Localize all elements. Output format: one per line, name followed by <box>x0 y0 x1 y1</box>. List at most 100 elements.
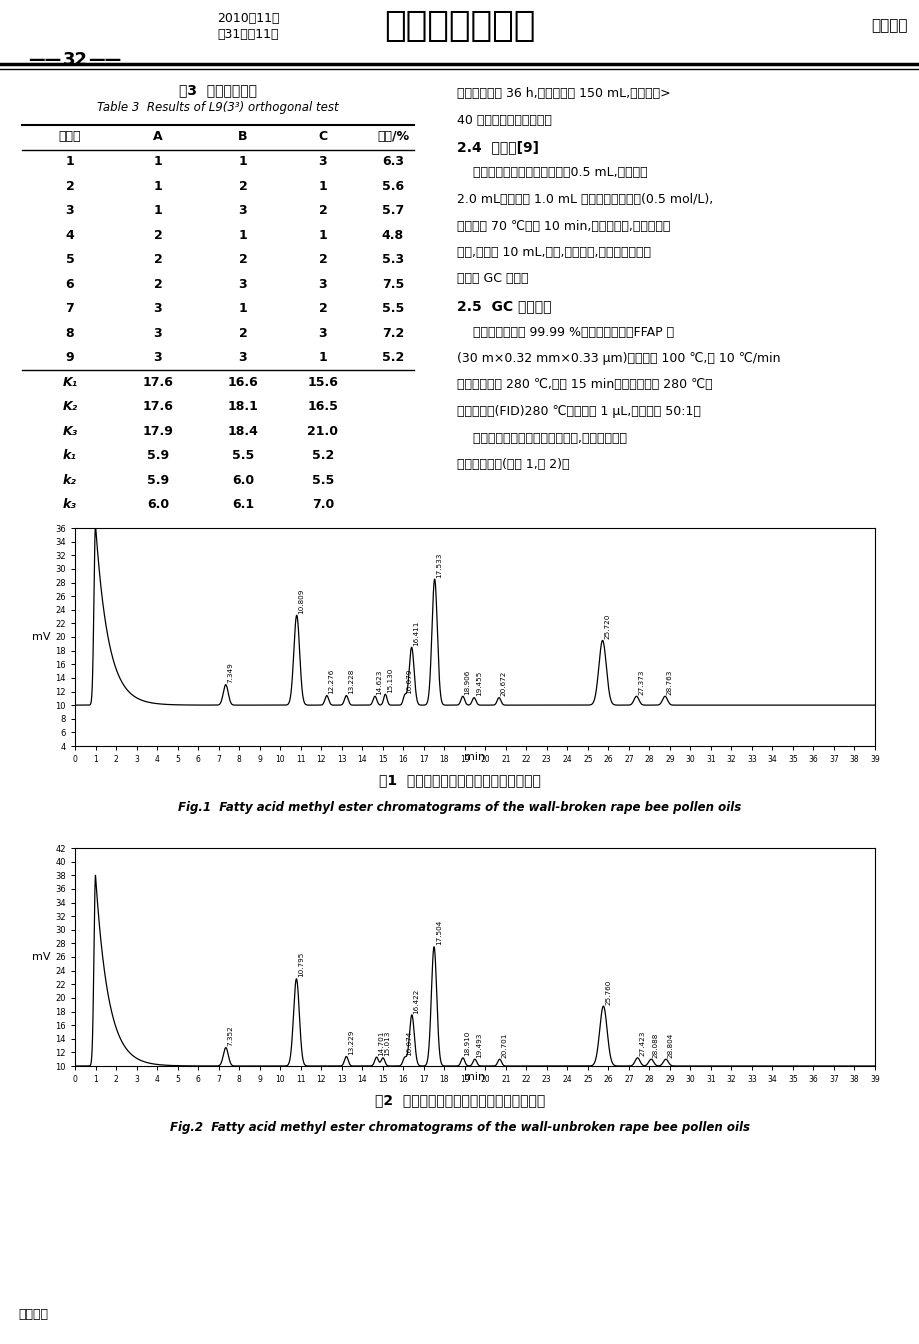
Text: 20.672: 20.672 <box>500 671 506 696</box>
Text: 2.0 mL正已烷和 1.0 mL 氯氧化钓甲醇溶液(0.5 mol/L),: 2.0 mL正已烷和 1.0 mL 氯氧化钓甲醇溶液(0.5 mol/L), <box>457 194 712 206</box>
Text: 2.5  GC 分析条件: 2.5 GC 分析条件 <box>457 298 550 313</box>
Text: 2: 2 <box>153 228 162 242</box>
Text: 19.493: 19.493 <box>476 1032 482 1058</box>
Text: 7.5: 7.5 <box>381 278 403 290</box>
Text: 3: 3 <box>153 302 162 316</box>
Text: 16.411: 16.411 <box>413 621 419 646</box>
Text: 1: 1 <box>238 302 247 316</box>
Text: k₂: k₂ <box>63 473 77 487</box>
Text: 7.2: 7.2 <box>381 327 403 340</box>
Text: 16.5: 16.5 <box>307 401 338 413</box>
Text: 15.6: 15.6 <box>307 376 338 388</box>
Y-axis label: mV: mV <box>32 632 51 642</box>
Text: 27.373: 27.373 <box>638 669 643 695</box>
Text: 1: 1 <box>318 228 327 242</box>
Text: A: A <box>153 130 163 144</box>
Text: 17.504: 17.504 <box>436 921 441 945</box>
Text: 3: 3 <box>65 204 74 218</box>
Text: 管中,加水至 10 mL,振荡,超声提取,离心。取上层清: 管中,加水至 10 mL,振荡,超声提取,离心。取上层清 <box>457 246 651 259</box>
Text: 40 目时是最佳提取条件。: 40 目时是最佳提取条件。 <box>457 113 551 126</box>
Text: 28.088: 28.088 <box>652 1032 658 1058</box>
Text: 5.5: 5.5 <box>232 449 254 462</box>
Text: 5: 5 <box>65 253 74 266</box>
Text: 18.910: 18.910 <box>464 1031 470 1056</box>
Text: 1: 1 <box>153 156 162 168</box>
Text: 1: 1 <box>318 351 327 364</box>
Text: 9: 9 <box>65 351 74 364</box>
Text: 27.423: 27.423 <box>639 1031 644 1056</box>
Text: 基础研究: 基础研究 <box>870 19 907 34</box>
Text: 16.079: 16.079 <box>406 669 412 695</box>
Text: 6.3: 6.3 <box>381 156 403 168</box>
Text: 14.623: 14.623 <box>376 669 382 695</box>
Text: 7.349: 7.349 <box>227 663 233 683</box>
Text: 20.701: 20.701 <box>501 1032 506 1058</box>
Text: 3: 3 <box>238 204 247 218</box>
Text: 5.2: 5.2 <box>312 449 334 462</box>
Text: C: C <box>318 130 327 144</box>
Text: 3: 3 <box>153 351 162 364</box>
Text: 1: 1 <box>153 204 162 218</box>
Text: 第31卷第11期: 第31卷第11期 <box>217 27 278 40</box>
Text: 万方数据: 万方数据 <box>18 1309 48 1321</box>
Text: Fig.1  Fatty acid methyl ester chromatograms of the wall-broken rape bee pollen : Fig.1 Fatty acid methyl ester chromatogr… <box>178 801 741 814</box>
Text: 粉油的色谱图(见图 1,图 2)。: 粉油的色谱图(见图 1,图 2)。 <box>457 458 569 470</box>
Text: 5.3: 5.3 <box>381 253 403 266</box>
Text: 18.1: 18.1 <box>227 401 258 413</box>
Text: ——: —— <box>28 51 62 69</box>
Text: 4: 4 <box>65 228 74 242</box>
Text: 即提取时间为 36 h,溶剂用量为 150 mL,花粉粒度>: 即提取时间为 36 h,溶剂用量为 150 mL,花粉粒度> <box>457 87 670 99</box>
Text: 5.5: 5.5 <box>312 473 334 487</box>
Text: (30 m×0.32 mm×0.33 μm)；柱初温 100 ℃,以 10 ℃/min: (30 m×0.32 mm×0.33 μm)；柱初温 100 ℃,以 10 ℃/… <box>457 352 779 366</box>
Text: 16.074: 16.074 <box>406 1031 412 1056</box>
Text: 28.804: 28.804 <box>667 1032 673 1058</box>
Text: 1: 1 <box>238 228 247 242</box>
Text: 6: 6 <box>65 278 74 290</box>
Text: 10.795: 10.795 <box>298 952 304 977</box>
Text: 6.0: 6.0 <box>147 499 169 511</box>
Text: ——: —— <box>88 51 121 69</box>
Text: 5.7: 5.7 <box>381 204 403 218</box>
Text: 脂肪酸甲酯化条件：取脂肪油0.5 mL,分别加入: 脂肪酸甲酯化条件：取脂肪油0.5 mL,分别加入 <box>457 167 647 180</box>
Text: 7.352: 7.352 <box>227 1025 233 1046</box>
Text: K₂: K₂ <box>62 401 77 413</box>
Text: 3: 3 <box>318 327 327 340</box>
Text: 19.455: 19.455 <box>475 671 482 696</box>
Text: k₁: k₁ <box>63 449 77 462</box>
Text: 2: 2 <box>238 327 247 340</box>
Text: 2: 2 <box>153 253 162 266</box>
Text: 25.720: 25.720 <box>604 614 609 638</box>
Text: 6.0: 6.0 <box>232 473 254 487</box>
Text: 食品研究与开发: 食品研究与开发 <box>384 9 535 43</box>
Text: 12.276: 12.276 <box>328 669 335 695</box>
Text: 18.906: 18.906 <box>464 669 470 695</box>
Text: 13.229: 13.229 <box>347 1030 354 1055</box>
Text: 18.4: 18.4 <box>227 425 258 438</box>
Text: 16.6: 16.6 <box>227 376 258 388</box>
Text: 液进行 GC 分析。: 液进行 GC 分析。 <box>457 273 528 285</box>
Text: 5.5: 5.5 <box>381 302 403 316</box>
Text: 升温速率升至 280 ℃,保温 15 min；进样口温度 280 ℃；: 升温速率升至 280 ℃,保温 15 min；进样口温度 280 ℃； <box>457 379 712 391</box>
Text: 32: 32 <box>62 51 87 69</box>
Text: 17.9: 17.9 <box>142 425 174 438</box>
Text: K₁: K₁ <box>62 376 77 388</box>
Text: 3: 3 <box>238 278 247 290</box>
Text: 17.6: 17.6 <box>142 401 174 413</box>
Text: 7.0: 7.0 <box>312 499 334 511</box>
Text: Fig.2  Fatty acid methyl ester chromatograms of the wall-unbroken rape bee polle: Fig.2 Fatty acid methyl ester chromatogr… <box>170 1121 749 1134</box>
Y-axis label: mV: mV <box>32 952 51 962</box>
Text: 3: 3 <box>153 327 162 340</box>
Text: 3: 3 <box>238 351 247 364</box>
Text: 15.130: 15.130 <box>387 668 392 694</box>
Text: 14.701: 14.701 <box>378 1031 384 1056</box>
Text: 25.760: 25.760 <box>605 980 610 1005</box>
Text: 5.2: 5.2 <box>381 351 403 364</box>
Text: 2: 2 <box>238 253 247 266</box>
Text: 收率/%: 收率/% <box>377 130 409 144</box>
Text: 表3  正交试验结果: 表3 正交试验结果 <box>179 83 256 97</box>
Text: 6.1: 6.1 <box>232 499 254 511</box>
Text: 检测器温度(FID)280 ℃；进样量 1 μL,分流比为 50:1。: 检测器温度(FID)280 ℃；进样量 1 μL,分流比为 50:1。 <box>457 405 700 418</box>
Text: 16.422: 16.422 <box>413 988 419 1013</box>
Text: 3: 3 <box>318 278 327 290</box>
Text: 5.9: 5.9 <box>147 449 169 462</box>
